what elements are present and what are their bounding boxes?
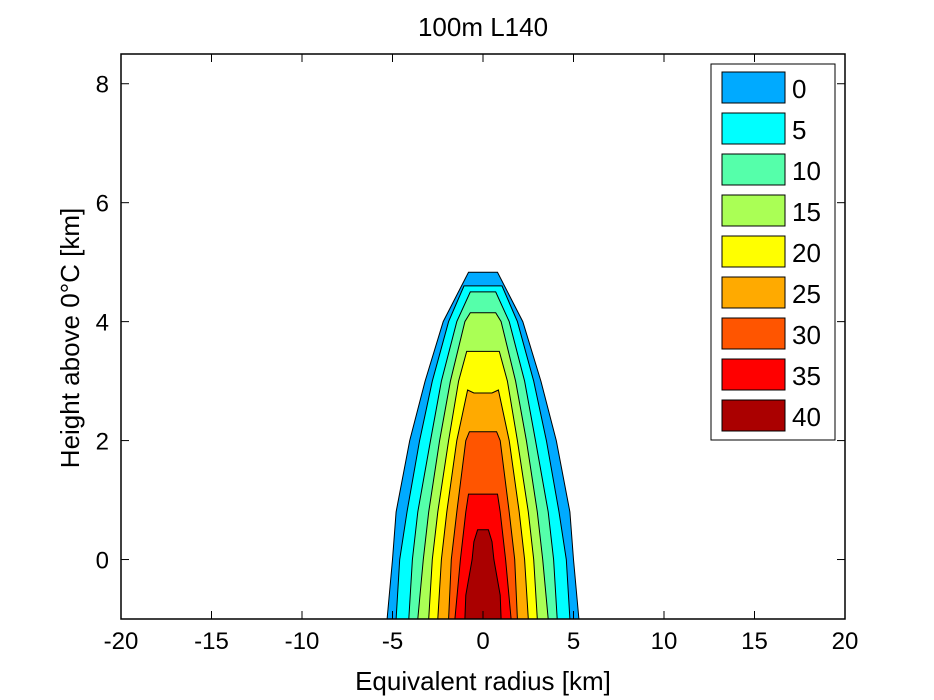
y-axis: 0 2 4 6 8 xyxy=(96,72,845,575)
legend-swatch-0 xyxy=(721,71,786,104)
x-tick-label: 10 xyxy=(651,628,678,655)
legend-label: 20 xyxy=(792,238,821,268)
legend: 0 5 10 15 20 25 30 35 40 xyxy=(710,63,836,441)
legend-label: 15 xyxy=(792,197,821,227)
x-tick-label: 15 xyxy=(741,628,768,655)
x-tick-label: -5 xyxy=(382,628,403,655)
legend-label: 40 xyxy=(792,402,821,432)
contour-plot xyxy=(386,271,580,620)
x-tick-label: -10 xyxy=(285,628,320,655)
legend-swatch-15 xyxy=(721,194,786,227)
legend-label: 25 xyxy=(792,279,821,309)
legend-swatch-5 xyxy=(721,112,786,145)
legend-label: 10 xyxy=(792,156,821,186)
x-tick-label: -15 xyxy=(194,628,229,655)
y-tick-label: 8 xyxy=(96,72,109,99)
legend-swatch-35 xyxy=(721,358,786,391)
chart-title: 100m L140 xyxy=(418,12,548,42)
x-tick-label: -20 xyxy=(104,628,139,655)
contour-region-40 xyxy=(464,529,502,620)
legend-swatch-10 xyxy=(721,153,786,186)
x-axis-label: Equivalent radius [km] xyxy=(355,666,611,696)
x-axis: -20 -15 -10 -5 0 5 10 15 20 xyxy=(104,54,859,655)
legend-swatch-40 xyxy=(721,399,786,432)
legend-label: 30 xyxy=(792,320,821,350)
y-tick-label: 4 xyxy=(96,310,109,337)
x-tick-label: 5 xyxy=(567,628,580,655)
x-tick-label: 0 xyxy=(476,628,489,655)
y-tick-label: 0 xyxy=(96,548,109,575)
y-axis-label: Height above 0°C [km] xyxy=(55,208,85,468)
legend-swatch-25 xyxy=(721,276,786,309)
x-tick-label: 20 xyxy=(832,628,859,655)
legend-swatch-20 xyxy=(721,235,786,268)
legend-label: 35 xyxy=(792,361,821,391)
legend-swatch-30 xyxy=(721,317,786,350)
legend-label: 0 xyxy=(792,74,806,104)
y-tick-label: 6 xyxy=(96,191,109,218)
y-tick-label: 2 xyxy=(96,429,109,456)
legend-label: 5 xyxy=(792,115,806,145)
